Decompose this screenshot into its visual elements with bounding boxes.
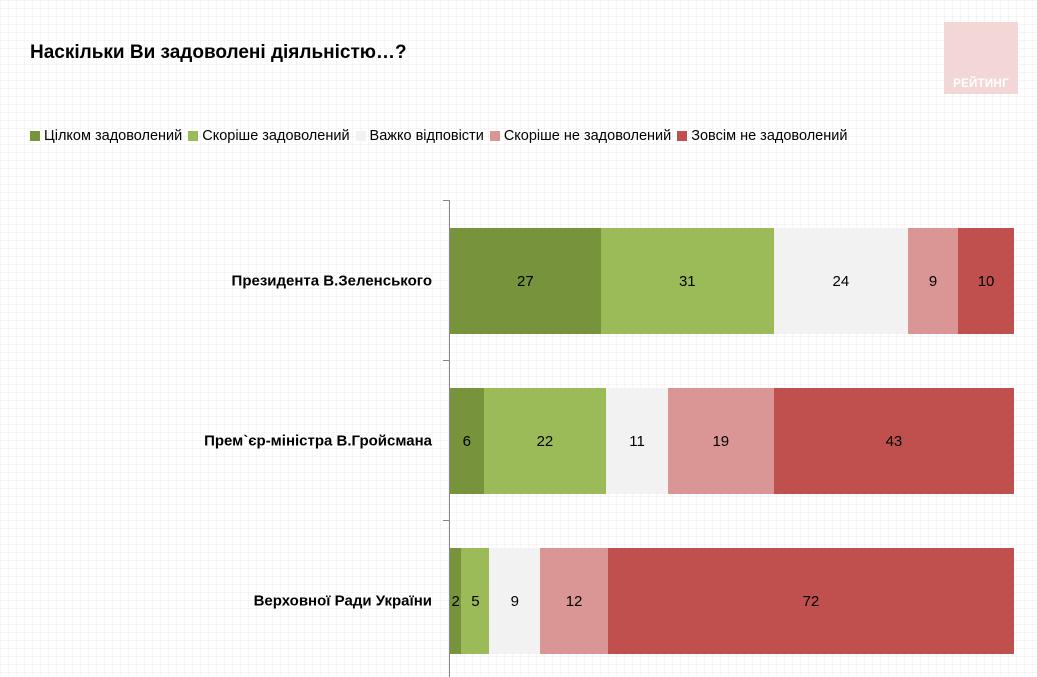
legend-item: Зовсім не задоволений <box>677 128 847 144</box>
data-label: 31 <box>678 272 696 290</box>
legend-item: Скоріше задоволений <box>188 128 350 144</box>
data-label: 9 <box>928 272 938 290</box>
bar-segment: 9 <box>907 228 959 334</box>
bar-segment: 12 <box>540 548 608 654</box>
bar-segment: 31 <box>600 228 774 334</box>
legend-label: Зовсім не задоволений <box>691 128 848 144</box>
legend-label: Цілком задоволений <box>44 128 183 144</box>
legend-label: Важко відповісти <box>369 128 484 144</box>
bar-segment: 19 <box>667 388 774 494</box>
bar-segment: 22 <box>483 388 607 494</box>
category-axis <box>449 200 450 677</box>
bar-row: 6 22 11 19 43 <box>450 388 1014 494</box>
data-label: 22 <box>536 432 554 450</box>
category-label: Прем`єр-міністра В.Гройсмана <box>204 432 432 450</box>
legend-label: Скоріше задоволений <box>202 128 350 144</box>
bar-segment: 72 <box>607 548 1014 654</box>
bar-segment: 9 <box>489 548 541 654</box>
data-label: 24 <box>832 272 850 290</box>
axis-tick <box>443 200 449 201</box>
data-label: 12 <box>565 592 583 610</box>
bar-segment: 43 <box>773 388 1014 494</box>
legend-swatch <box>489 131 500 141</box>
legend-item: Цілком задоволений <box>30 128 182 144</box>
bar-segment: 10 <box>958 228 1014 334</box>
data-label: 10 <box>977 272 995 290</box>
legend-item: Важко відповісти <box>355 128 484 144</box>
legend: Цілком задоволений Скоріше задоволений Важ… <box>30 128 847 144</box>
data-label: 9 <box>510 592 519 610</box>
bar-row: 27 31 24 9 10 <box>450 228 1014 334</box>
category-label: Верховної Ради України <box>253 592 432 610</box>
data-label: 19 <box>712 432 730 450</box>
axis-tick <box>443 520 449 521</box>
legend-label: Скоріше не задоволений <box>503 128 672 144</box>
legend-item: Скоріше не задоволений <box>489 128 672 144</box>
category-label: Президента В.Зеленського <box>231 272 432 290</box>
bar-row: 2 5 9 12 72 <box>450 548 1014 654</box>
data-label: 2 <box>451 592 460 610</box>
legend-swatch <box>188 131 199 141</box>
legend-swatch <box>677 131 688 141</box>
legend-swatch <box>30 131 40 141</box>
legend-swatch <box>355 131 366 141</box>
bar-segment: 24 <box>773 228 908 334</box>
data-label: 6 <box>462 432 471 450</box>
logo-text: РЕЙТИНГ <box>953 78 1009 90</box>
data-label: 11 <box>629 432 645 450</box>
data-label: 5 <box>471 592 480 610</box>
bar-segment: 6 <box>450 388 484 494</box>
chart-title: Наскільки Ви задоволені діяльністю…? <box>30 42 407 63</box>
bar-segment: 5 <box>461 548 490 654</box>
bar-segment: 27 <box>450 228 601 334</box>
data-label: 27 <box>517 272 534 290</box>
data-label: 72 <box>802 592 820 610</box>
bar-segment: 11 <box>606 388 668 494</box>
bar-segment: 2 <box>450 548 462 654</box>
rating-logo: РЕЙТИНГ <box>944 22 1018 94</box>
axis-tick <box>443 360 449 361</box>
data-label: 43 <box>885 432 903 450</box>
